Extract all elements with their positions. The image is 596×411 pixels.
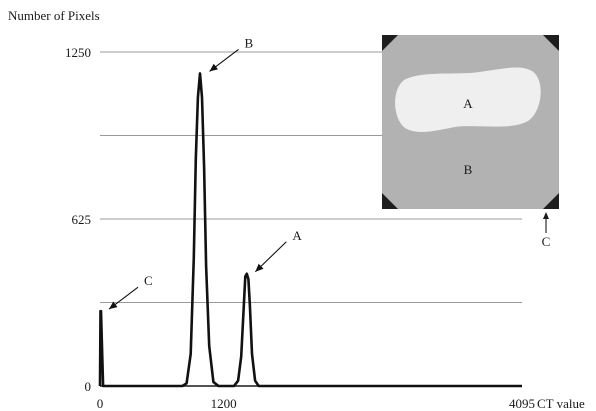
callout-arrowhead-A <box>255 263 264 272</box>
y-tick-label-2: 1250 <box>65 45 91 60</box>
inset-label-a: A <box>463 96 473 111</box>
series-group <box>98 72 522 388</box>
x-tick-label-1: 1200 <box>211 396 237 411</box>
series-line-0 <box>98 72 522 388</box>
peak-callouts: A B C <box>108 35 302 310</box>
callout-arrowhead-C <box>109 301 118 310</box>
y-tick-label-1: 625 <box>72 212 92 227</box>
y-axis-label: Number of Pixels <box>8 8 100 23</box>
callout-arrowhead-B <box>209 63 218 72</box>
callout-label-A: A <box>292 228 302 243</box>
inset-label-b: B <box>464 162 473 177</box>
inset-corner-top-right <box>543 35 559 51</box>
inset-corner-bottom-right <box>543 193 559 209</box>
inset-corner-arrowhead <box>543 212 549 219</box>
x-tick-label-0: 0 <box>97 396 104 411</box>
ct-inset-image: A B C <box>382 35 559 249</box>
inset-corner-bottom-left <box>382 193 398 209</box>
tick-labels: 0 625 1250 0 1200 4095 <box>65 45 535 411</box>
callout-label-C: C <box>144 273 153 288</box>
callout-label-B: B <box>244 35 253 50</box>
inset-corner-top-left <box>382 35 398 51</box>
inset-corner-label: C <box>542 234 551 249</box>
y-tick-label-0: 0 <box>85 379 92 394</box>
inset-region-a <box>395 67 541 132</box>
x-tick-label-2: 4095 <box>509 396 535 411</box>
x-axis-label: CT value <box>537 396 585 411</box>
